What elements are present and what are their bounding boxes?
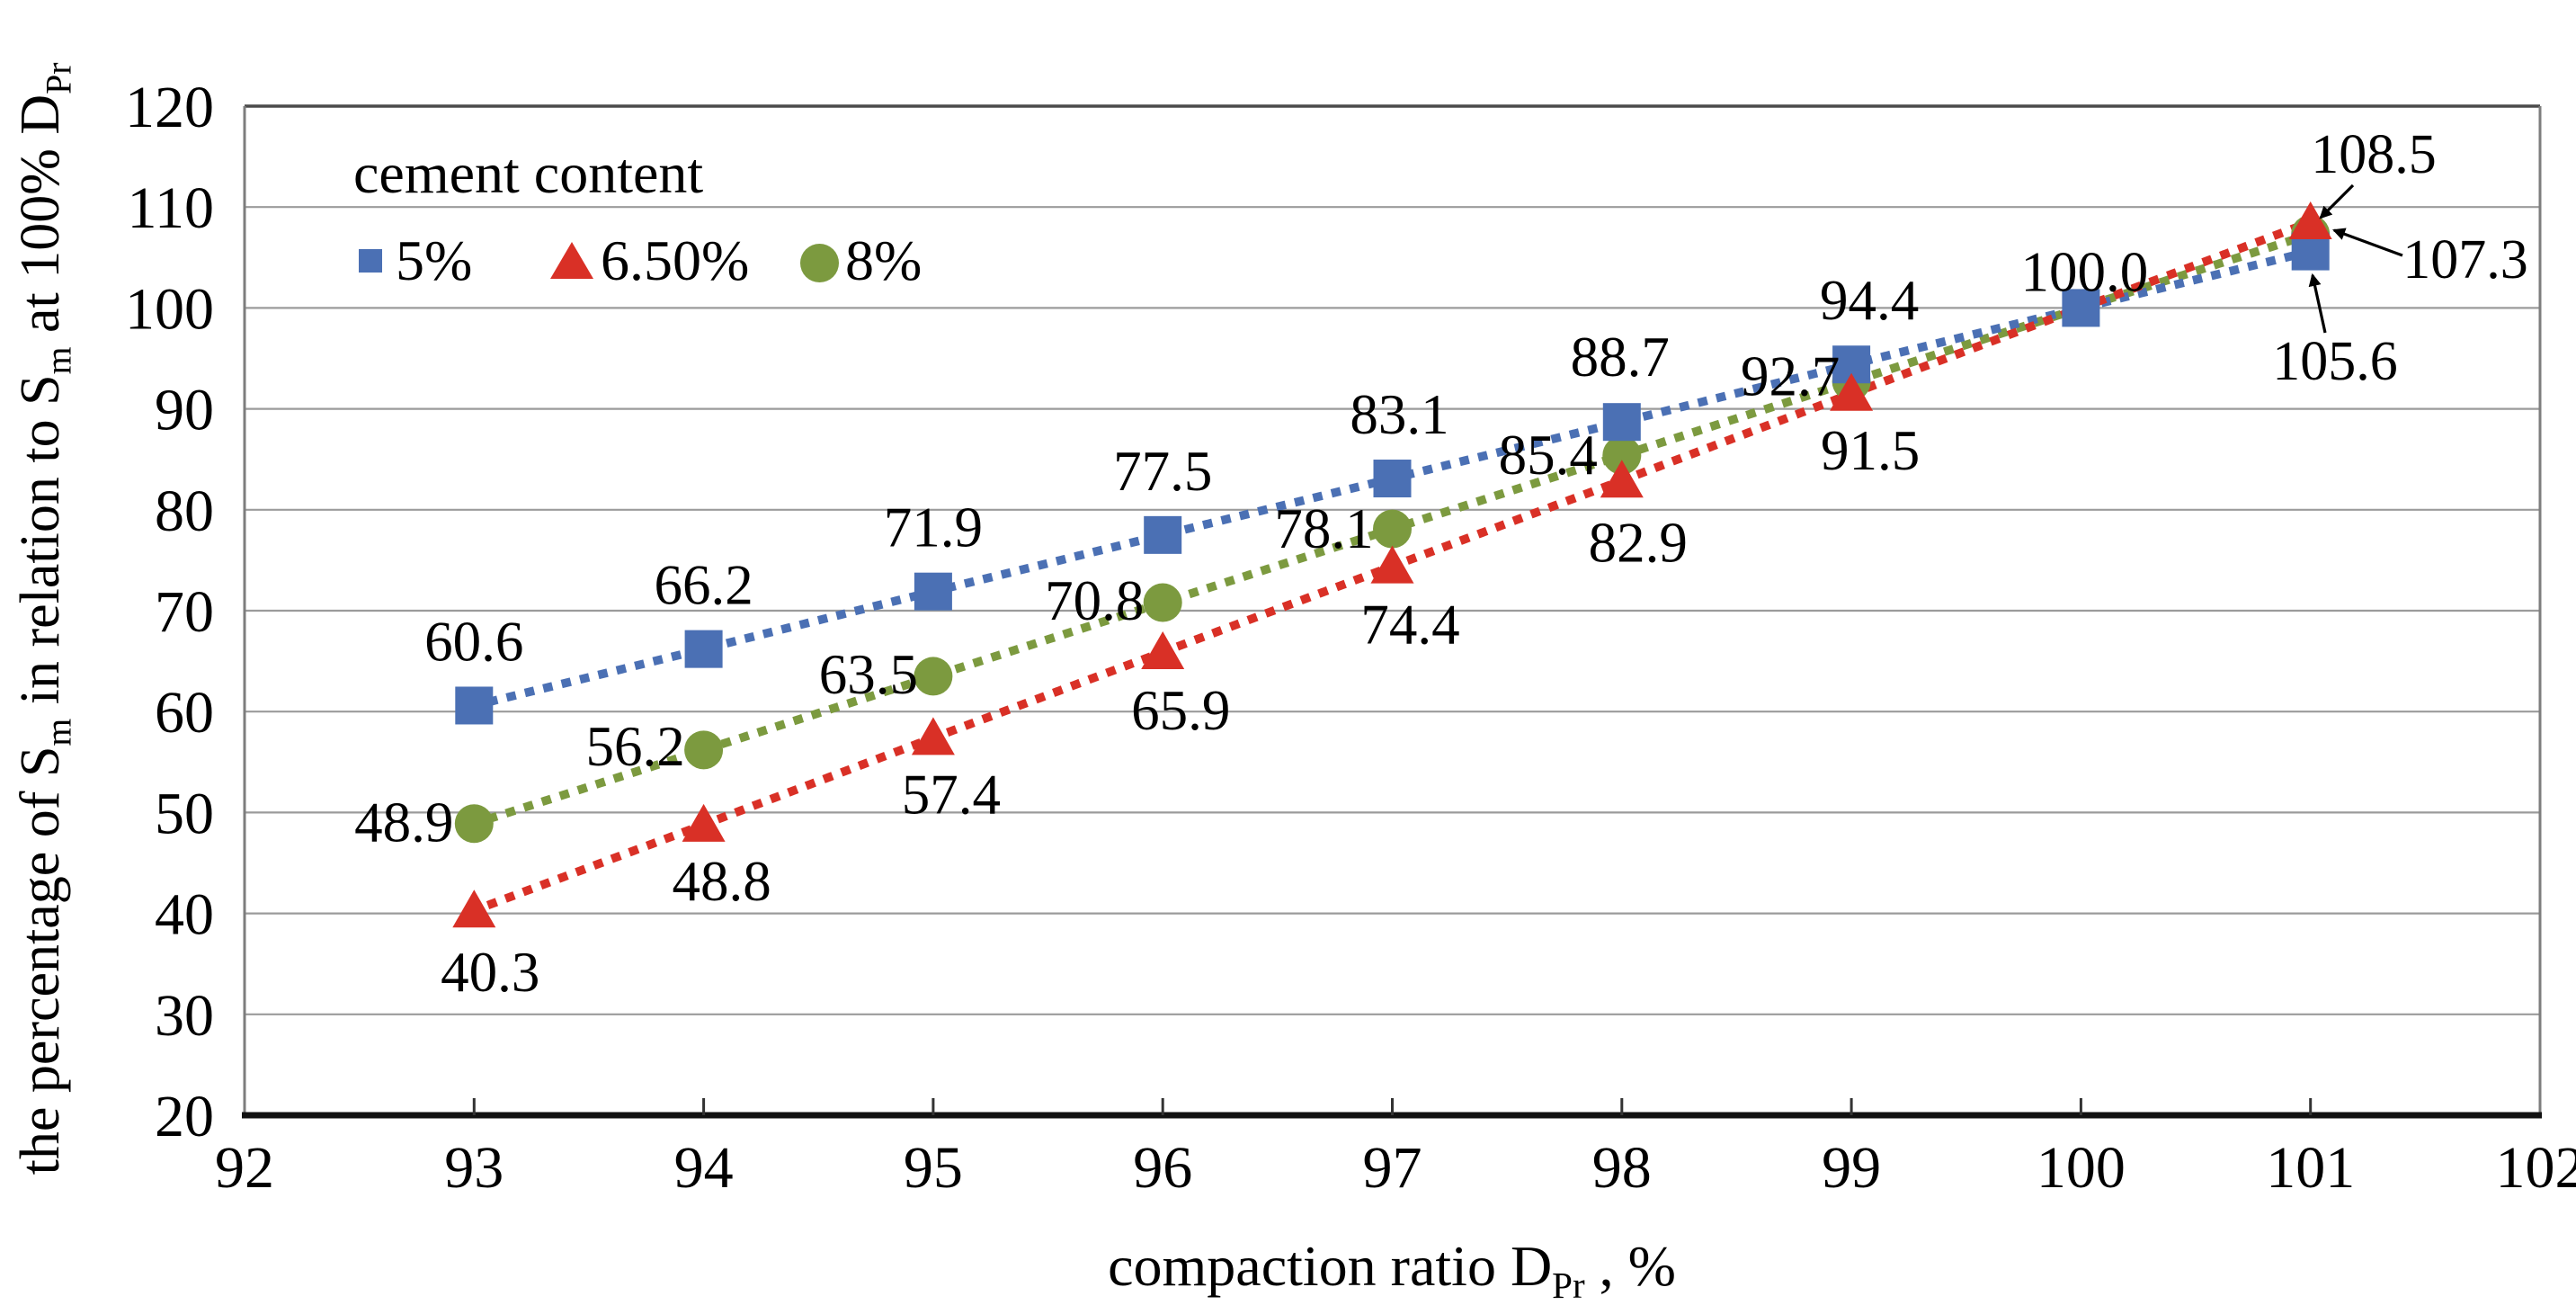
data-label: 71.9 <box>884 496 983 559</box>
data-point-5pct <box>914 572 952 611</box>
annotation-arrow <box>2308 273 2327 334</box>
data-point-6-50pct <box>452 889 496 928</box>
data-point-5pct <box>684 630 723 668</box>
data-label: 66.2 <box>654 554 753 617</box>
data-point-5pct <box>2062 289 2100 327</box>
data-point-6-50pct <box>911 717 955 755</box>
y-axis-title: the percentage of Sm in relation to Sm a… <box>9 62 79 1175</box>
x-axis-title-units: , % <box>1584 1234 1676 1299</box>
x-tick-label: 94 <box>674 1135 734 1201</box>
y-axis-title-sub3: Pr <box>39 62 79 94</box>
data-label: 100.0 <box>2021 240 2149 303</box>
data-label: 40.3 <box>441 941 539 1004</box>
data-point-6-50pct <box>1600 460 1644 498</box>
x-tick-label: 96 <box>1133 1135 1192 1201</box>
data-point-6-50pct <box>682 803 726 842</box>
data-label: 65.9 <box>1131 679 1230 742</box>
y-tick-label: 40 <box>155 882 214 948</box>
y-tick-label: 60 <box>155 680 214 746</box>
data-label: 92.7 <box>1741 344 1840 407</box>
data-point-8pct <box>1373 509 1412 549</box>
x-axis-title-text: compaction ratio D <box>1108 1234 1553 1299</box>
x-tick-label: 92 <box>215 1135 274 1201</box>
annotation-label: 107.3 <box>2402 229 2528 291</box>
y-tick-label: 110 <box>127 175 214 241</box>
annotation-label: 108.5 <box>2311 124 2437 185</box>
data-label: 63.5 <box>819 643 918 706</box>
data-label: 94.4 <box>1820 269 1919 332</box>
data-point-8pct <box>1602 435 1642 475</box>
data-label: 74.4 <box>1360 594 1459 657</box>
data-label: 60.6 <box>424 610 523 673</box>
annotation-arrow <box>2332 228 2403 257</box>
data-point-6-50pct <box>2288 201 2332 240</box>
data-label: 78.1 <box>1274 497 1373 560</box>
x-axis-title-subscript: Pr <box>1552 1264 1585 1306</box>
y-tick-label: 30 <box>155 983 214 1049</box>
x-tick-label: 98 <box>1592 1135 1652 1201</box>
data-label: 57.4 <box>902 763 1001 826</box>
y-axis-title-sub1: m <box>39 718 79 746</box>
data-label: 56.2 <box>585 715 684 778</box>
data-point-5pct <box>455 686 494 725</box>
x-tick-label: 97 <box>1363 1135 1422 1201</box>
data-point-6-50pct <box>1141 631 1185 670</box>
data-label: 83.1 <box>1350 383 1448 446</box>
y-tick-label: 50 <box>155 781 214 846</box>
x-tick-label: 93 <box>444 1135 504 1201</box>
annotation-label: 105.6 <box>2272 331 2398 392</box>
data-point-5pct <box>1144 515 1182 554</box>
data-label: 48.8 <box>672 850 771 913</box>
data-point-8pct <box>684 730 724 770</box>
data-point-6-50pct <box>1830 372 1874 411</box>
data-point-5pct <box>1602 403 1641 442</box>
x-tick-label: 101 <box>2266 1135 2355 1201</box>
x-tick-label: 99 <box>1822 1135 1881 1201</box>
data-label: 88.7 <box>1571 326 1670 389</box>
x-tick-label: 100 <box>2037 1135 2126 1201</box>
y-axis-title-part1: the percentage of S <box>9 746 71 1175</box>
data-point-8pct <box>1143 583 1182 622</box>
data-label: 48.9 <box>354 791 453 854</box>
data-label: 77.5 <box>1113 440 1212 503</box>
y-tick-label: 100 <box>125 276 214 342</box>
y-axis-title-part2: in relation to S <box>9 374 71 719</box>
data-label: 82.9 <box>1589 511 1688 574</box>
annotation-arrow <box>2319 183 2355 219</box>
data-label: 70.8 <box>1045 569 1144 632</box>
y-tick-label: 20 <box>155 1084 214 1149</box>
data-point-6-50pct <box>1370 545 1414 584</box>
data-label: 85.4 <box>1499 424 1598 487</box>
data-label: 91.5 <box>1821 419 1920 482</box>
x-tick-label: 102 <box>2496 1135 2576 1201</box>
data-point-8pct <box>454 804 494 844</box>
y-tick-label: 70 <box>155 579 214 645</box>
y-tick-label: 80 <box>155 478 214 544</box>
y-axis-title-part3: at 100% D <box>9 94 71 347</box>
data-point-5pct <box>1373 460 1412 498</box>
y-tick-label: 90 <box>155 378 214 443</box>
y-tick-label: 120 <box>125 75 214 140</box>
x-axis-title: compaction ratio DPr , % <box>1108 1238 1676 1304</box>
data-point-8pct <box>914 657 953 696</box>
y-axis-title-sub2: m <box>39 346 79 375</box>
x-tick-label: 95 <box>904 1135 963 1201</box>
